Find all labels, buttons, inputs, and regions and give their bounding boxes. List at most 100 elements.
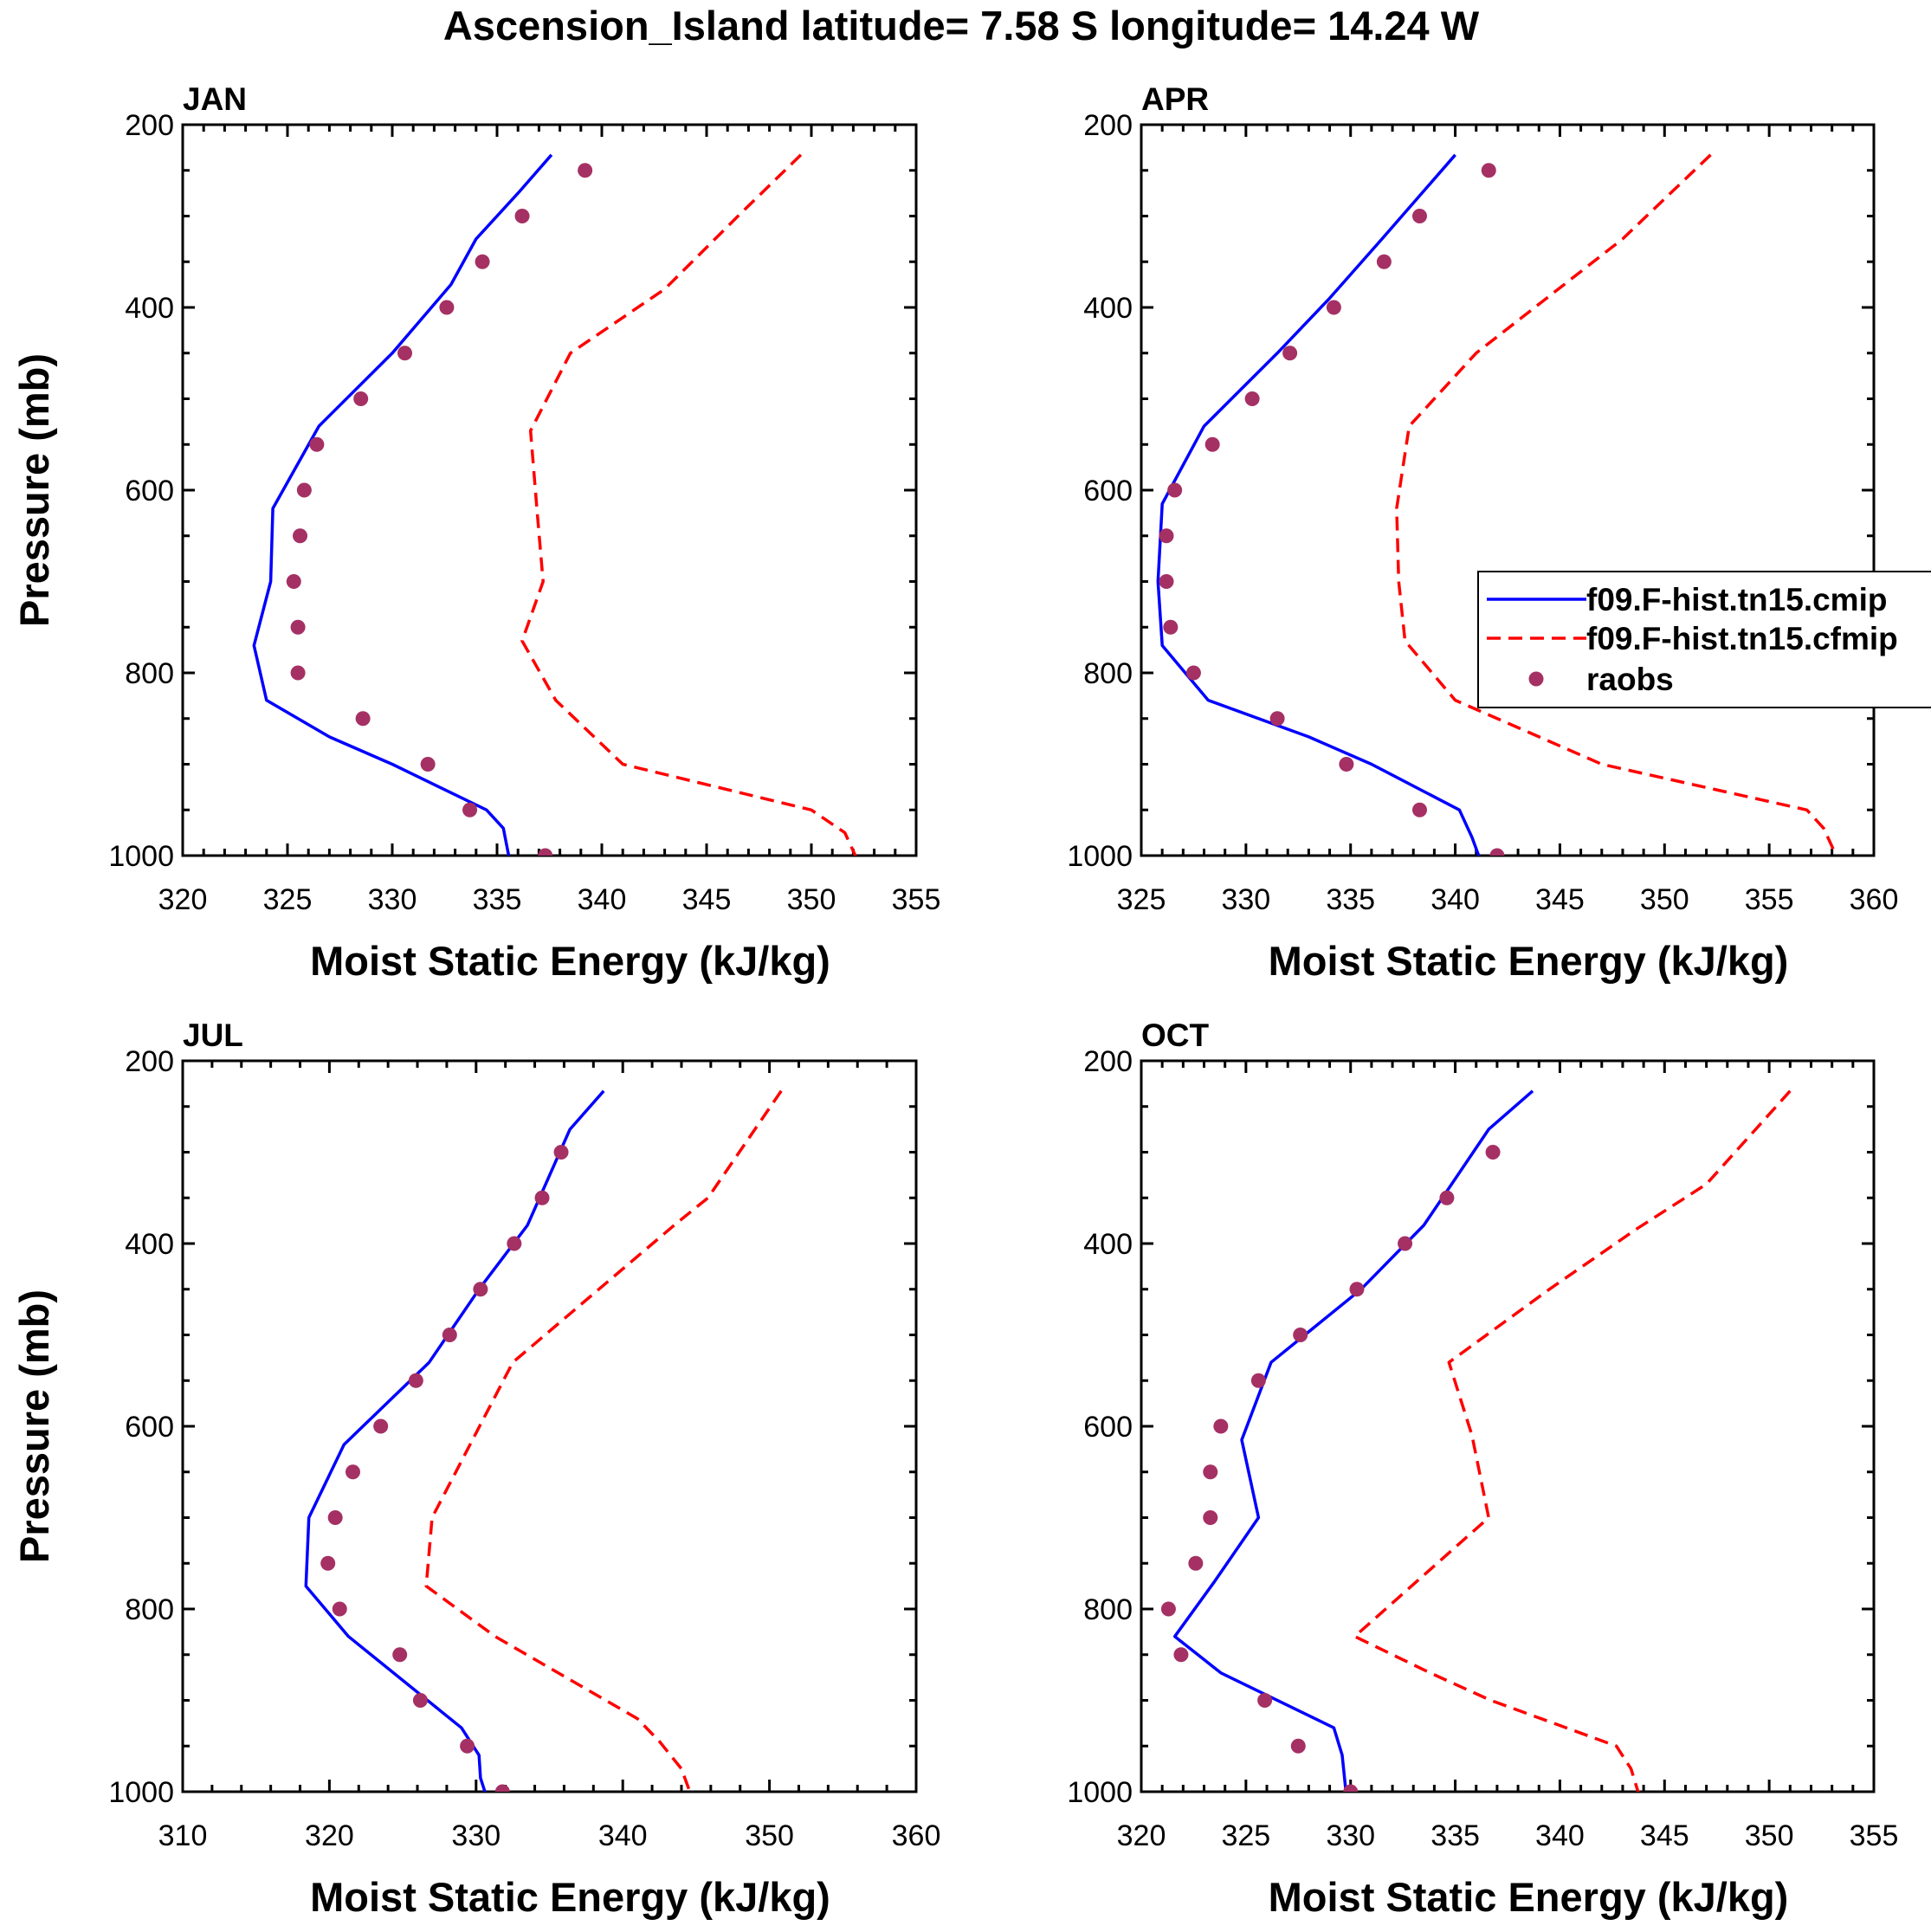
raobs-point <box>1411 802 1427 817</box>
raobs-point <box>553 1145 569 1160</box>
x-tick-label: 360 <box>892 1819 941 1852</box>
y-tick-label: 1000 <box>108 840 174 873</box>
x-tick-label: 330 <box>1221 883 1270 916</box>
x-tick-label: 330 <box>368 883 417 916</box>
raobs-point <box>1173 1647 1189 1663</box>
raobs-point <box>286 574 301 589</box>
raobs-point <box>1339 757 1354 772</box>
cmip-line <box>304 1089 605 1792</box>
raobs-point <box>392 1647 408 1663</box>
panel-title: APR <box>1141 81 1209 117</box>
raobs-point <box>1159 574 1174 589</box>
y-tick-label: 800 <box>125 1593 174 1626</box>
x-tick-label: 320 <box>305 1819 354 1852</box>
y-tick-label: 400 <box>1083 1228 1133 1261</box>
raobs-point <box>1250 1373 1266 1388</box>
x-tick-label: 325 <box>1117 883 1166 916</box>
y-axis-label: Pressure (mb) <box>11 353 57 627</box>
y-tick-label: 800 <box>125 657 174 690</box>
raobs-point <box>397 346 413 361</box>
x-tick-label: 355 <box>1745 883 1794 916</box>
raobs-point <box>538 848 553 856</box>
x-tick-label: 350 <box>1640 883 1689 916</box>
y-tick-label: 1000 <box>108 1776 174 1809</box>
series-group <box>304 1089 783 1792</box>
x-tick-label: 350 <box>745 1819 794 1852</box>
panel-title: JUL <box>183 1018 243 1053</box>
raobs-point <box>355 711 371 727</box>
raobs-point <box>408 1373 423 1388</box>
series-group <box>1160 1089 1792 1792</box>
plot-frame <box>181 123 918 857</box>
raobs-point <box>439 300 455 315</box>
series-group <box>1156 153 1838 856</box>
raobs-point <box>1204 436 1220 452</box>
raobs-point <box>1257 1693 1273 1708</box>
raobs-point <box>1213 1418 1229 1434</box>
cmip-line <box>1156 153 1481 856</box>
raobs-point <box>1411 209 1427 223</box>
raobs-point <box>309 436 325 452</box>
panel-oct: 320 325 330 335 340 345 350 355 200 400 600 800 1000… <box>1067 1018 1898 1920</box>
raobs-point <box>1203 1464 1218 1480</box>
y-tick-label: 200 <box>125 109 174 142</box>
raobs-point <box>296 482 312 498</box>
y-tick-label: 600 <box>125 475 174 507</box>
panel-title: JAN <box>183 81 247 117</box>
x-tick-label: 310 <box>158 1819 208 1852</box>
cfmip-line <box>424 1089 783 1792</box>
raobs-point <box>1489 848 1505 856</box>
x-axis-label: Moist Static Energy (kJ/kg) <box>1269 1874 1789 1920</box>
raobs-point <box>462 802 478 817</box>
y-tick-label: 1000 <box>1067 1776 1133 1809</box>
raobs-point <box>1349 1282 1365 1297</box>
x-tick-label: 340 <box>1430 883 1480 916</box>
raobs-point <box>534 1190 550 1205</box>
raobs-point <box>1167 482 1183 498</box>
panels: 320 325 330 335 340 345 350 355 200 400 600 800 1000… <box>11 81 1898 1920</box>
raobs-point <box>514 209 530 223</box>
raobs-point <box>290 619 306 635</box>
raobs-point <box>1343 1784 1359 1792</box>
x-tick-label: 335 <box>1326 883 1375 916</box>
raobs-point <box>290 665 306 681</box>
y-tick-label: 200 <box>1083 109 1133 142</box>
x-tick-label: 340 <box>578 883 627 916</box>
raobs-point <box>507 1236 522 1251</box>
series-group <box>252 153 857 856</box>
raobs-point <box>320 1555 336 1571</box>
raobs-point <box>1159 528 1174 544</box>
x-tick-label: 325 <box>1221 1819 1270 1852</box>
y-tick-label: 200 <box>1083 1045 1133 1078</box>
raobs-point <box>353 391 369 406</box>
x-tick-label: 330 <box>451 1819 501 1852</box>
legend-label: f09.F-hist.tn15.cmip <box>1586 582 1887 617</box>
x-tick-label: 355 <box>1850 1819 1899 1852</box>
figure-title: Ascension_Island latitude= 7.58 S longit… <box>443 3 1480 48</box>
raobs-point <box>1398 1236 1413 1251</box>
x-tick-label: 325 <box>263 883 313 916</box>
raobs-point <box>1160 1601 1176 1617</box>
raobs-point <box>1269 711 1285 727</box>
raobs-point <box>332 1601 347 1617</box>
raobs-point <box>327 1510 343 1525</box>
raobs-point <box>1185 665 1201 681</box>
cmip-line <box>252 153 553 856</box>
y-tick-label: 200 <box>125 1045 174 1078</box>
x-tick-label: 320 <box>1117 1819 1166 1852</box>
raobs-point <box>1203 1510 1218 1525</box>
y-tick-label: 800 <box>1083 657 1133 690</box>
legend-swatch-marker <box>1528 671 1544 687</box>
x-tick-label: 330 <box>1326 1819 1375 1852</box>
legend-label: f09.F-hist.tn15.cfmip <box>1586 621 1898 656</box>
legend: f09.F-hist.tn15.cmip f09.F-hist.tn15.cfmi… <box>1477 571 1931 708</box>
y-axis-label: Pressure (mb) <box>11 1289 57 1563</box>
raobs-point <box>473 1282 488 1297</box>
y-tick-label: 400 <box>125 1228 174 1261</box>
x-tick-label: 350 <box>787 883 836 916</box>
raobs-point <box>442 1328 457 1342</box>
raobs-point <box>1282 346 1298 361</box>
raobs-point <box>1163 619 1179 635</box>
x-tick-label: 340 <box>598 1819 648 1852</box>
